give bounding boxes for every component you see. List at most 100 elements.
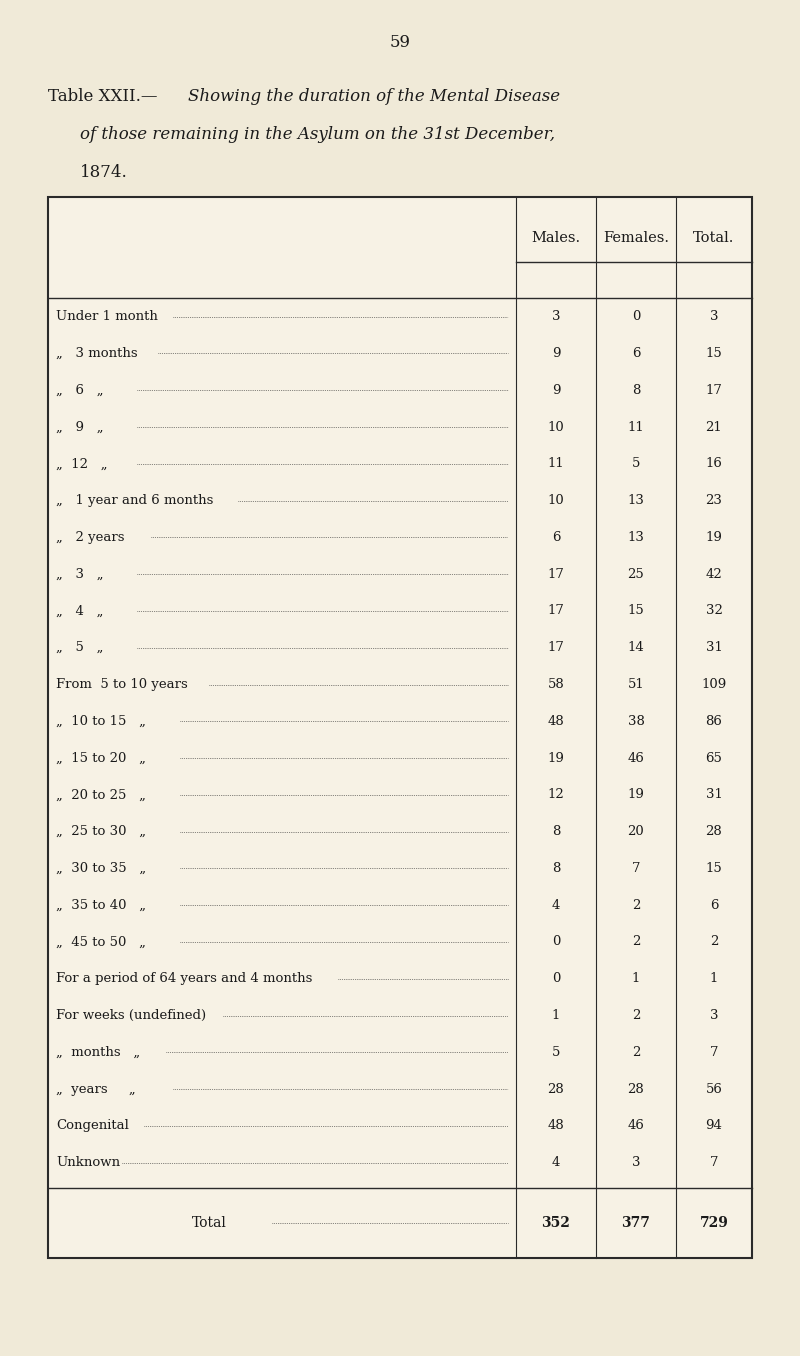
Text: „  15 to 20   „: „ 15 to 20 „ [56,751,146,765]
Text: „  years     „: „ years „ [56,1082,136,1096]
Text: 17: 17 [547,605,565,617]
Text: „  20 to 25   „: „ 20 to 25 „ [56,788,146,801]
Text: 10: 10 [548,420,564,434]
Text: Table XXII.—: Table XXII.— [48,88,158,106]
Text: 51: 51 [628,678,644,692]
Text: 17: 17 [547,568,565,580]
Text: 9: 9 [552,384,560,397]
Text: „  25 to 30   „: „ 25 to 30 „ [56,826,146,838]
Text: 5: 5 [632,457,640,471]
Text: 19: 19 [706,532,722,544]
Text: 19: 19 [627,788,645,801]
Text: 8: 8 [552,862,560,875]
Text: 28: 28 [548,1082,564,1096]
Text: 3: 3 [632,1157,640,1169]
Text: 0: 0 [632,311,640,323]
Text: 7: 7 [710,1157,718,1169]
Text: 38: 38 [627,715,645,728]
Text: 13: 13 [627,494,645,507]
Text: „  12   „: „ 12 „ [56,457,107,471]
Text: 46: 46 [627,751,645,765]
Text: 3: 3 [710,311,718,323]
Text: 65: 65 [706,751,722,765]
Text: „   2 years: „ 2 years [56,532,125,544]
Text: 7: 7 [710,1045,718,1059]
Text: 1: 1 [552,1009,560,1022]
Text: Females.: Females. [603,231,669,244]
Text: 15: 15 [628,605,644,617]
Text: From  5 to 10 years: From 5 to 10 years [56,678,188,692]
Text: Showing the duration of the Mental Disease: Showing the duration of the Mental Disea… [188,88,560,106]
Text: „  months   „: „ months „ [56,1045,140,1059]
Text: 46: 46 [627,1120,645,1132]
Text: 42: 42 [706,568,722,580]
Text: „   1 year and 6 months: „ 1 year and 6 months [56,494,214,507]
Text: 31: 31 [706,788,722,801]
Text: 6: 6 [710,899,718,911]
Text: 6: 6 [632,347,640,359]
Text: 19: 19 [547,751,565,765]
Text: 86: 86 [706,715,722,728]
Text: 2: 2 [632,936,640,948]
Text: 17: 17 [706,384,722,397]
Text: 12: 12 [548,788,564,801]
Text: 94: 94 [706,1120,722,1132]
Text: „   6   „: „ 6 „ [56,384,103,397]
Text: „  30 to 35   „: „ 30 to 35 „ [56,862,146,875]
Text: 9: 9 [552,347,560,359]
Text: 28: 28 [628,1082,644,1096]
Text: 5: 5 [552,1045,560,1059]
Text: 59: 59 [390,34,410,52]
Text: 11: 11 [548,457,564,471]
Text: 13: 13 [627,532,645,544]
Text: 31: 31 [706,641,722,654]
Text: 377: 377 [622,1216,650,1230]
Text: 4: 4 [552,1157,560,1169]
Text: 7: 7 [632,862,640,875]
Text: „  35 to 40   „: „ 35 to 40 „ [56,899,146,911]
Text: 28: 28 [706,826,722,838]
Text: „   4   „: „ 4 „ [56,605,103,617]
Text: 16: 16 [706,457,722,471]
Text: 56: 56 [706,1082,722,1096]
Text: 14: 14 [628,641,644,654]
Text: Congenital: Congenital [56,1120,129,1132]
Text: 109: 109 [702,678,726,692]
Text: Under 1 month: Under 1 month [56,311,162,323]
Text: 2: 2 [632,1045,640,1059]
Text: For a period of 64 years and 4 months: For a period of 64 years and 4 months [56,972,312,986]
Text: 352: 352 [542,1216,570,1230]
Text: 6: 6 [552,532,560,544]
Text: 25: 25 [628,568,644,580]
Text: 58: 58 [548,678,564,692]
Text: 21: 21 [706,420,722,434]
Text: 2: 2 [632,899,640,911]
Text: 729: 729 [699,1216,729,1230]
Text: For weeks (undefined): For weeks (undefined) [56,1009,206,1022]
Text: 0: 0 [552,972,560,986]
Text: 8: 8 [632,384,640,397]
Text: 15: 15 [706,347,722,359]
Text: 8: 8 [552,826,560,838]
Text: 23: 23 [706,494,722,507]
Text: 48: 48 [548,715,564,728]
Text: 20: 20 [628,826,644,838]
Text: Unknown: Unknown [56,1157,120,1169]
Text: 0: 0 [552,936,560,948]
Text: Total: Total [192,1216,227,1230]
Text: Total.: Total. [694,231,734,244]
Text: 4: 4 [552,899,560,911]
Text: 2: 2 [710,936,718,948]
Text: of those remaining in the Asylum on the 31st December,: of those remaining in the Asylum on the … [80,126,555,144]
Text: 1874.: 1874. [80,164,128,182]
Text: Males.: Males. [531,231,581,244]
Text: 3: 3 [710,1009,718,1022]
Text: 32: 32 [706,605,722,617]
Text: 15: 15 [706,862,722,875]
Text: 2: 2 [632,1009,640,1022]
Text: 3: 3 [552,311,560,323]
Text: 11: 11 [628,420,644,434]
Text: „  10 to 15   „: „ 10 to 15 „ [56,715,146,728]
Text: „   9   „: „ 9 „ [56,420,103,434]
Text: 1: 1 [710,972,718,986]
